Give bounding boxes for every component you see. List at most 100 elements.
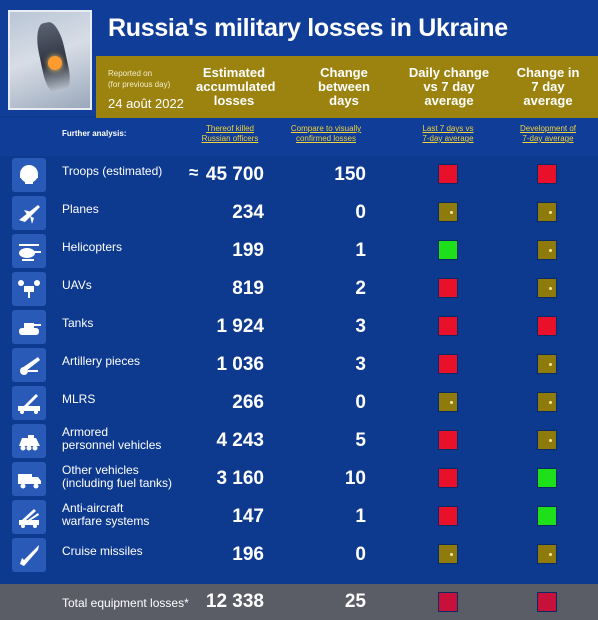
header-photo [8, 10, 92, 110]
table-row: Tanks 1 924 3 [0, 308, 598, 346]
seven-day-indicator [537, 544, 557, 564]
table-row: Anti-aircraft warfare systems 147 1 [0, 498, 598, 536]
daily-indicator [438, 430, 458, 450]
drone-icon [12, 272, 46, 306]
fire-glow [48, 56, 62, 70]
further-analysis-label: Further analysis: [62, 129, 127, 138]
daily-indicator [438, 202, 458, 222]
seven-day-indicator [537, 240, 557, 260]
artillery-icon [12, 348, 46, 382]
daily-indicator [438, 240, 458, 260]
table-row: Troops (estimated) ≈45 700 150 [0, 156, 598, 194]
daily-indicator [438, 506, 458, 526]
row-value: 266 [232, 392, 264, 413]
seven-day-indicator [537, 164, 557, 184]
col-accumulated: Estimated accumulated losses [196, 65, 276, 108]
row-label: Cruise missiles [62, 544, 143, 558]
row-change: 5 [355, 430, 366, 451]
last7-link[interactable]: Last 7 days vs 7-day average [422, 124, 474, 143]
truck-icon [12, 462, 46, 496]
seven-day-indicator [537, 278, 557, 298]
row-label: Artillery pieces [62, 354, 141, 368]
seven-day-indicator [537, 468, 557, 488]
helicopter-icon [12, 234, 46, 268]
table-row: MLRS 266 0 [0, 384, 598, 422]
row-value: 4 243 [216, 430, 264, 451]
tank-icon [12, 310, 46, 344]
total-row [0, 584, 598, 620]
row-value: 196 [232, 544, 264, 565]
table-row: Armored personnel vehicles 4 243 5 [0, 422, 598, 460]
daily-indicator [438, 392, 458, 412]
total-change: 25 [344, 591, 366, 612]
seven-day-indicator [537, 316, 557, 336]
daily-indicator [438, 164, 458, 184]
officers-link[interactable]: Thereof killed Russian officers [201, 124, 259, 143]
row-label: Tanks [62, 316, 94, 330]
table-row: Cruise missiles 196 0 [0, 536, 598, 574]
row-value: 3 160 [216, 468, 264, 489]
row-label: Armored personnel vehicles [62, 425, 162, 452]
daily-indicator [438, 468, 458, 488]
row-label: Helicopters [62, 240, 123, 254]
apc-icon [12, 424, 46, 458]
row-change: 3 [355, 316, 366, 337]
seven-day-indicator [537, 392, 557, 412]
seven-day-indicator [537, 430, 557, 450]
row-change: 1 [355, 506, 366, 527]
row-value: 234 [232, 202, 264, 223]
row-change: 0 [355, 544, 366, 565]
row-change: 0 [355, 202, 366, 223]
column-header-band [96, 56, 598, 118]
col-change: Change between days [317, 65, 370, 108]
row-change: 1 [355, 240, 366, 261]
row-value: 819 [232, 278, 264, 299]
table-row: Other vehicles (including fuel tanks) 3 16… [0, 460, 598, 498]
row-label: UAVs [62, 278, 92, 292]
row-value: 1 924 [216, 316, 264, 337]
row-value: 1 036 [216, 354, 264, 375]
row-label: Planes [62, 202, 99, 216]
daily-indicator [438, 316, 458, 336]
row-change: 0 [355, 392, 366, 413]
seven-day-indicator [537, 202, 557, 222]
row-label: Anti-aircraft warfare systems [62, 501, 150, 528]
row-label: Troops (estimated) [62, 164, 163, 178]
daily-indicator [438, 544, 458, 564]
table-row: Planes 234 0 [0, 194, 598, 232]
page-title: Russia's military losses in Ukraine [108, 14, 508, 42]
table-row: Helicopters 199 1 [0, 232, 598, 270]
table-row: Artillery pieces 1 036 3 [0, 346, 598, 384]
rocket-launcher-icon [12, 386, 46, 420]
row-change: 2 [355, 278, 366, 299]
row-label: MLRS [62, 392, 96, 406]
development-link[interactable]: Development of 7-day average [519, 124, 577, 143]
reported-note: Reported on (for previous day) [108, 69, 171, 89]
total-value: 12 338 [205, 591, 264, 612]
total-seven-indicator [537, 592, 557, 612]
row-change: 10 [344, 468, 366, 489]
reported-date: 24 août 2022 [108, 96, 184, 111]
total-label: Total equipment losses* [62, 596, 189, 610]
helmet-icon [12, 158, 46, 192]
anti-aircraft-icon [12, 500, 46, 534]
row-value: 45 700 [205, 164, 264, 185]
table-row: UAVs 819 2 [0, 270, 598, 308]
col-daily: Daily change vs 7 day average [408, 65, 490, 108]
seven-day-indicator [537, 506, 557, 526]
total-daily-indicator [438, 592, 458, 612]
row-label: Other vehicles (including fuel tanks) [62, 463, 173, 490]
confirmed-losses-link[interactable]: Compare to visually confirmed losses [290, 124, 362, 143]
col-seven: Change in 7 day average [516, 65, 580, 108]
missile-icon [12, 538, 46, 572]
row-change: 150 [334, 164, 366, 185]
plane-icon [12, 196, 46, 230]
approx-sign: ≈ [189, 163, 199, 182]
daily-indicator [438, 278, 458, 298]
row-change: 3 [355, 354, 366, 375]
seven-day-indicator [537, 354, 557, 374]
daily-indicator [438, 354, 458, 374]
further-analysis-bar [0, 118, 598, 156]
row-value: 199 [232, 240, 264, 261]
row-value: 147 [232, 506, 264, 527]
